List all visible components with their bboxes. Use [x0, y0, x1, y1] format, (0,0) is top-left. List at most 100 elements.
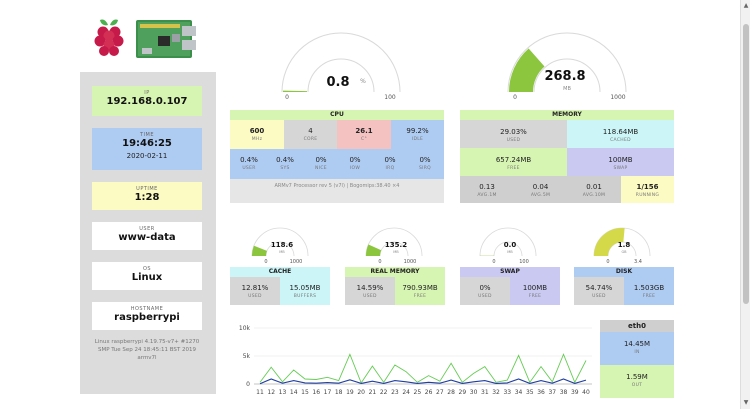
x-tick-label: 16: [312, 389, 320, 396]
ip-label: IP: [144, 90, 150, 96]
memory-swap: 100MB SWAP: [567, 148, 674, 176]
cpu-usage-row: [230, 149, 444, 179]
memory-gauge-min: 0: [513, 94, 517, 100]
cpu-core-label: CORE: [303, 137, 318, 142]
series-line-green: [259, 353, 587, 384]
cpu-sirq-label: SIRQ: [418, 166, 432, 171]
eth0-in-label: IN: [634, 350, 640, 355]
ip-value: 192.168.0.107: [106, 96, 188, 107]
disk-free-value: 1.503GB: [633, 284, 665, 292]
cache-buffers: 15.05MB BUFFERS: [280, 277, 330, 305]
eth0-out-label: OUT: [631, 383, 643, 388]
swap-free-label: FREE: [528, 294, 542, 299]
user-box: USER www-data: [92, 222, 202, 250]
cache-gauge-unit: MB: [279, 250, 285, 254]
x-tick-label: 30: [470, 389, 478, 396]
x-tick-label: 21: [369, 389, 377, 396]
user-label: USER: [139, 226, 155, 232]
page-scrollbar[interactable]: ▲ ▼: [740, 0, 750, 409]
cache-used-label: USED: [248, 294, 262, 299]
cpu-iow: 0% IOW: [338, 156, 372, 171]
time-label: TIME: [139, 132, 154, 138]
cpu-user-value: 0.4%: [240, 156, 258, 164]
x-tick-label: 40: [582, 389, 590, 396]
load-avg-5m-value: 0.04: [532, 183, 549, 191]
y-tick-label: 5k: [243, 353, 251, 360]
real-memory-panel: REAL MEMORY 14.59% USED 790.93MB FREE: [345, 267, 445, 305]
cpu-nice-label: NICE: [315, 166, 327, 171]
disk-gauge-unit: GB: [621, 250, 627, 254]
cache-buffers-label: BUFFERS: [293, 294, 317, 299]
x-tick-label: 11: [256, 389, 264, 396]
cache-gauge-min: 0: [264, 259, 267, 265]
cpu-core: 4 CORE: [284, 120, 337, 149]
eth0-in: 14.45M IN: [600, 332, 674, 365]
real-memory-used-label: USED: [363, 294, 377, 299]
swap-gauge-unit: MB: [507, 250, 513, 254]
cache-buffers-value: 15.05MB: [289, 284, 321, 292]
real-memory-gauge-min: 0: [378, 259, 381, 265]
eth0-out: 1.59M OUT: [600, 365, 674, 398]
cache-title: CACHE: [230, 267, 330, 277]
cpu-idle-label: IDLE: [411, 137, 424, 142]
x-tick-label: 25: [414, 389, 422, 396]
raspberry-pi-logo-icon: [94, 19, 124, 56]
cpu-sys-value: 0.4%: [276, 156, 294, 164]
memory-gauge-max: 1000: [610, 94, 625, 100]
uptime-box: UPTIME 1:28: [92, 182, 202, 210]
disk-title: DISK: [574, 267, 674, 277]
y-tick-label: 10k: [239, 325, 251, 332]
memory-gauge-unit: MB: [563, 86, 571, 92]
cpu-idle-value: 99.2%: [406, 127, 429, 135]
date-value: 2020-02-11: [126, 152, 168, 160]
memory-free-label: FREE: [507, 166, 520, 171]
cpu-iow-value: 0%: [349, 156, 361, 164]
memory-cached-value: 118.64MB: [602, 128, 639, 136]
scroll-thumb[interactable]: [743, 24, 749, 304]
disk-gauge-min: 0: [606, 259, 609, 265]
real-memory-gauge-fill: [366, 244, 382, 257]
x-tick-label: 36: [537, 389, 545, 396]
cpu-gauge-unit: %: [360, 78, 366, 85]
cpu-user-label: USER: [242, 166, 256, 171]
disk-gauge-fill: [594, 228, 625, 257]
cpu-freq: 600 MHz: [230, 120, 284, 149]
memory-gauge: 268.8 MB 0 1000: [498, 20, 636, 100]
cpu-sys: 0.4% SYS: [268, 156, 302, 171]
cpu-temp-label: C°: [361, 137, 367, 142]
cpu-gauge-min: 0: [285, 94, 289, 100]
memory-used-label: USED: [506, 138, 521, 143]
cache-used: 12.81% USED: [230, 277, 280, 305]
x-tick-label: 20: [357, 389, 365, 396]
x-tick-label: 23: [391, 389, 399, 396]
disk-used-label: USED: [592, 294, 606, 299]
scroll-up-icon[interactable]: ▲: [743, 2, 749, 9]
load-avg-5m-label: AVG.5M: [530, 193, 551, 198]
load-avg-1m-value: 0.13: [479, 183, 495, 191]
x-tick-label: 24: [402, 389, 410, 396]
cpu-freq-label: MHz: [251, 137, 263, 142]
cpu-irq-label: IRQ: [385, 166, 395, 171]
disk-gauge: 1.8 GB 0 3.4: [586, 222, 658, 266]
x-tick-label: 31: [481, 389, 489, 396]
y-tick-label: 0: [246, 381, 250, 388]
raspberry-pi-board-icon: [136, 20, 196, 58]
eth0-title: eth0: [600, 320, 674, 332]
hostname-box: HOSTNAME raspberrypi: [92, 302, 202, 330]
memory-swap-value: 100MB: [608, 156, 633, 164]
cpu-gauge-value: 0.8: [326, 75, 349, 90]
running-procs: 1/156 RUNNING: [621, 176, 674, 203]
x-tick-label: 38: [560, 389, 568, 396]
scroll-down-icon[interactable]: ▼: [743, 399, 749, 406]
cache-gauge: 118.6 MB 0 1000: [244, 222, 316, 266]
cache-gauge-max: 1000: [290, 259, 303, 265]
cpu-gauge: 0.8 % 0 100: [272, 20, 410, 100]
series-line-blue: [259, 378, 587, 385]
swap-used-value: 0%: [479, 284, 491, 292]
user-value: www-data: [118, 232, 176, 243]
cpu-temp: 26.1 C°: [337, 120, 391, 149]
x-tick-label: 17: [324, 389, 332, 396]
x-tick-label: 37: [548, 389, 556, 396]
x-tick-label: 13: [279, 389, 287, 396]
cpu-idle: 99.2% IDLE: [391, 120, 444, 149]
